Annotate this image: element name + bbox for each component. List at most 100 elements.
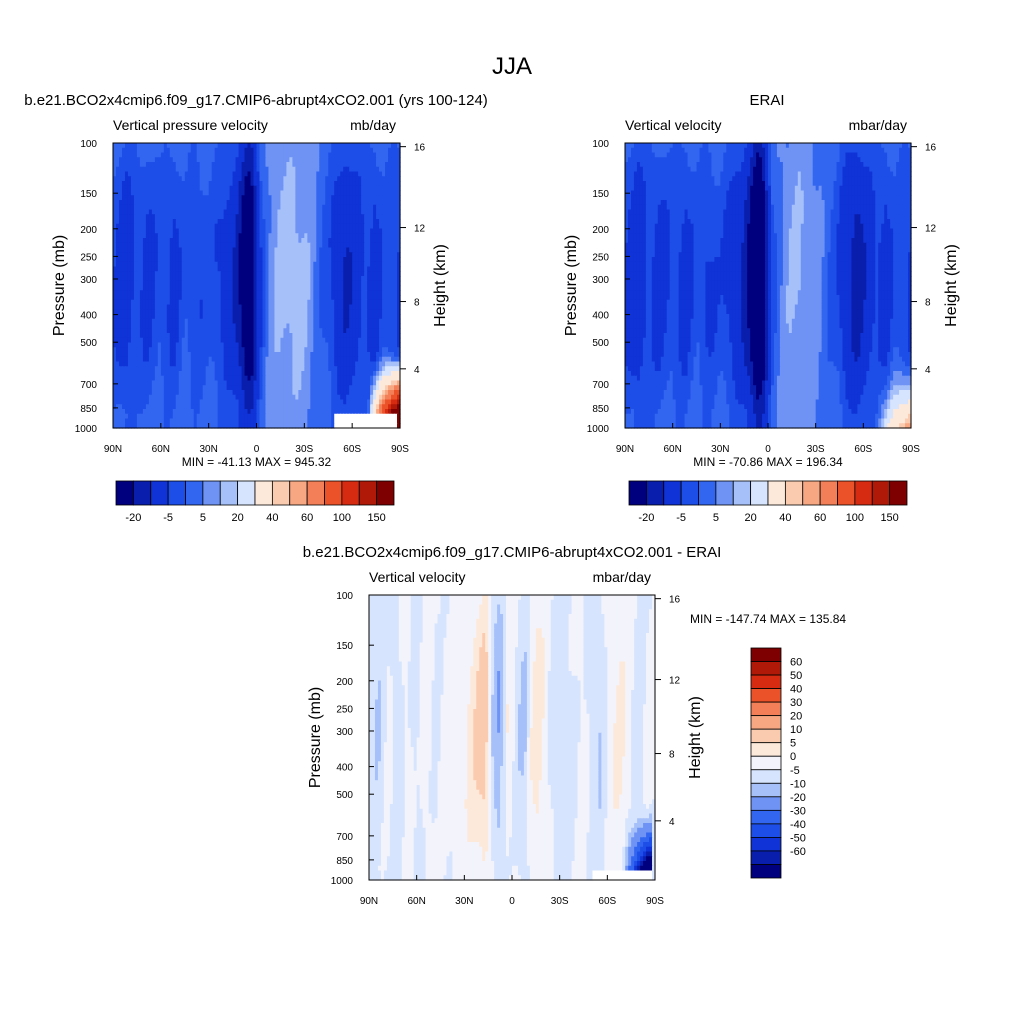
colorbar-label: -5 [790,765,800,777]
colorbar-box [376,480,395,506]
colorbar-box [819,480,838,506]
colorbar-label: 100 [846,512,864,524]
min-max-stats: MIN = -70.86 MAX = 196.34 [693,455,843,469]
y-tick-label: 150 [592,189,609,200]
x-tick-label: 90N [104,444,122,455]
colorbar-box [750,782,782,798]
y-tick-label: 250 [336,704,353,715]
colorbar-label: -50 [790,832,806,844]
y2-tick-label: 8 [925,298,931,309]
colorbar-box [202,480,221,506]
colorbar-box [750,809,782,825]
colorbar-box [750,728,782,744]
y2-axis-label: Height (km) [943,244,960,327]
y-tick-label: 500 [80,338,97,349]
y-tick-label: 300 [80,275,97,286]
colorbar-box [628,480,647,506]
colorbar-box [767,480,786,506]
colorbar: -20 -5 5 20 40 60 100 150 [628,480,908,524]
panel-difference: b.e21.BCO2x4cmip6.f09_g17.CMIP6-abrupt4x… [303,544,847,907]
colorbar-label: 10 [790,724,802,736]
y2-tick-label: 12 [669,676,681,687]
colorbar-box [289,480,308,506]
colorbar-box [750,715,782,730]
left-string: Vertical velocity [625,117,721,133]
x-tick-label: 0 [765,444,771,455]
colorbar-box [750,755,782,771]
colorbar-label: 5 [713,512,719,524]
panel-title: ERAI [749,92,784,109]
x-tick-label: 60N [152,444,170,455]
x-tick-label: 30N [199,444,217,455]
colorbar-box [680,480,699,506]
colorbar-box [358,480,378,506]
colorbar-label: 30 [790,697,802,709]
y-tick-label: 250 [80,252,97,263]
colorbar-box [306,480,325,506]
x-tick-label: 30S [807,444,825,455]
y-tick-label: 700 [336,832,353,843]
y-tick-label: 200 [80,225,97,236]
contour-field [625,143,912,429]
left-string: Vertical pressure velocity [113,117,268,133]
colorbar-label: 5 [790,738,796,750]
y2-tick-label: 8 [669,750,675,761]
y2-axis-label: Height (km) [432,244,449,327]
colorbar-box [115,480,134,506]
colorbar-label: 5 [200,512,206,524]
y-axis-label: Pressure (mb) [307,687,324,788]
colorbar-box [341,480,360,506]
colorbar-label: 60 [301,512,313,524]
colorbar: -20 -5 5 20 40 60 100 150 [115,480,395,524]
y2-axis-label: Height (km) [687,696,704,779]
left-string: Vertical velocity [369,569,465,585]
colorbar-box [219,480,239,506]
y-tick-label: 100 [336,591,353,602]
y-tick-label: 850 [592,404,609,415]
x-tick-label: 90N [360,896,378,907]
colorbar-box [750,661,782,676]
colorbar-box [750,701,782,717]
y-tick-label: 300 [336,727,353,738]
x-tick-label: 30S [551,896,569,907]
x-tick-label: 60S [854,444,872,455]
x-tick-label: 90N [616,444,634,455]
y-tick-label: 100 [80,139,97,150]
y2-tick-label: 12 [414,224,426,235]
y-tick-label: 300 [592,275,609,286]
colorbar-label: 50 [790,670,802,682]
units-string: mbar/day [593,569,651,585]
x-tick-label: 60N [663,444,681,455]
colorbar-box [324,480,343,506]
colorbar-box [750,823,782,838]
min-max-stats: MIN = -41.13 MAX = 945.32 [182,455,332,469]
colorbar-label: -30 [790,805,806,817]
y-tick-label: 150 [80,189,97,200]
colorbar-label: -40 [790,819,806,831]
y2-tick-label: 4 [669,817,675,828]
colorbar-box [185,480,204,506]
colorbar-box [750,864,782,879]
colorbar-label: -5 [676,512,686,524]
y-tick-label: 200 [592,225,609,236]
y2-tick-label: 4 [925,365,931,376]
x-tick-label: 60N [407,896,425,907]
y-axis-label: Pressure (mb) [51,235,68,336]
y-tick-label: 150 [336,641,353,652]
x-tick-label: 90S [391,444,409,455]
y-tick-label: 500 [592,338,609,349]
y2-tick-label: 8 [414,298,420,309]
colorbar-label: 0 [790,751,796,763]
colorbar-label: 150 [367,512,385,524]
colorbar-box [750,674,782,689]
y2-tick-label: 16 [925,143,937,154]
colorbar-label: 40 [266,512,278,524]
y2-tick-label: 4 [414,365,420,376]
y-axis-label: Pressure (mb) [563,235,580,336]
y-tick-label: 500 [336,790,353,801]
colorbar-label: -20 [638,512,654,524]
colorbar-label: -20 [125,512,141,524]
x-tick-label: 30N [455,896,473,907]
colorbar-label: -60 [790,846,806,858]
colorbar-box [889,480,908,506]
